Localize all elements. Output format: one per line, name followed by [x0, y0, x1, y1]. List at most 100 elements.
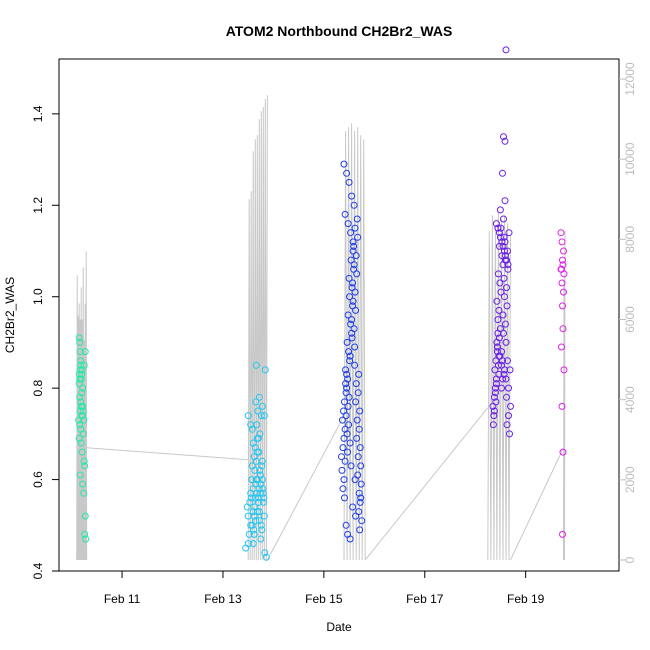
- data-point: [343, 338, 351, 346]
- data-point: [557, 229, 565, 237]
- data-point: [259, 489, 267, 497]
- data-point: [500, 215, 507, 223]
- data-point: [254, 434, 262, 442]
- data-point: [346, 293, 354, 301]
- right-tick-label: 0: [623, 556, 637, 563]
- data-point: [244, 412, 252, 420]
- data-point: [79, 430, 87, 438]
- y-tick-label: 1.2: [31, 197, 45, 214]
- data-point: [494, 316, 502, 324]
- points-layer: [75, 46, 568, 561]
- data-point: [80, 361, 88, 369]
- data-point: [76, 393, 84, 401]
- data-point: [357, 480, 365, 488]
- data-point: [258, 462, 266, 470]
- data-point: [350, 261, 358, 269]
- data-point: [260, 494, 268, 502]
- data-point: [256, 466, 264, 474]
- data-point: [559, 448, 567, 456]
- data-point: [257, 412, 265, 420]
- data-point: [560, 247, 567, 255]
- data-point: [354, 233, 362, 241]
- y-tick-label: 1.4: [31, 105, 45, 122]
- data-point: [246, 498, 254, 506]
- data-point: [356, 526, 364, 534]
- data-point: [341, 457, 349, 465]
- data-point: [490, 412, 498, 420]
- data-point: [255, 393, 263, 401]
- data-point: [345, 178, 353, 186]
- data-point: [250, 526, 258, 534]
- right-tick-label: 2000: [623, 466, 637, 493]
- data-point: [349, 503, 357, 511]
- data-point: [558, 402, 566, 410]
- data-point: [495, 306, 503, 314]
- data-point: [262, 553, 270, 561]
- data-point: [258, 402, 266, 410]
- data-point: [500, 329, 507, 337]
- secondary-line-segment-0: [76, 251, 88, 561]
- data-point: [352, 398, 360, 406]
- y-axis-label: CH2Br2_WAS: [3, 277, 17, 353]
- data-point: [341, 494, 348, 502]
- data-point: [350, 201, 358, 209]
- data-point: [343, 430, 351, 438]
- data-point: [344, 375, 352, 383]
- data-point: [79, 402, 87, 410]
- data-point: [500, 133, 507, 141]
- data-point: [348, 316, 356, 324]
- data-point: [504, 265, 512, 273]
- data-point: [259, 485, 267, 493]
- data-point: [77, 357, 85, 365]
- data-point: [497, 288, 505, 296]
- data-point: [350, 242, 358, 250]
- data-point: [349, 279, 357, 287]
- data-point: [494, 361, 502, 369]
- data-point: [350, 325, 358, 333]
- data-point: [259, 498, 267, 506]
- data-point: [502, 252, 509, 260]
- data-point: [256, 430, 264, 438]
- data-point: [560, 288, 567, 296]
- data-point: [356, 407, 364, 415]
- y-tick-label: 0.8: [31, 379, 45, 396]
- data-point: [251, 466, 259, 474]
- data-point: [344, 448, 352, 456]
- data-point: [504, 247, 511, 255]
- data-point: [79, 407, 87, 415]
- data-point: [81, 462, 89, 470]
- data-point: [351, 361, 359, 369]
- y-tick-label: 0.6: [31, 471, 45, 488]
- data-point: [355, 425, 363, 433]
- data-point: [495, 352, 503, 360]
- data-point: [352, 512, 360, 520]
- data-point: [348, 192, 356, 200]
- data-point: [81, 512, 89, 520]
- data-point: [80, 457, 88, 465]
- data-point: [77, 398, 85, 406]
- data-point: [499, 357, 506, 365]
- data-point: [341, 398, 348, 406]
- data-point: [254, 498, 262, 506]
- data-point: [557, 265, 565, 273]
- data-point: [255, 517, 263, 525]
- right-tick-label: 4000: [623, 386, 637, 413]
- data-point: [346, 439, 354, 447]
- data-point: [247, 494, 255, 502]
- data-point: [342, 366, 350, 374]
- data-point: [351, 288, 359, 296]
- data-point: [81, 348, 89, 356]
- data-point: [76, 338, 84, 346]
- data-point: [349, 297, 357, 305]
- data-point: [255, 508, 263, 516]
- data-point: [78, 366, 86, 374]
- data-point: [351, 224, 359, 232]
- data-point: [77, 439, 85, 447]
- data-point: [497, 224, 505, 232]
- data-point: [351, 343, 359, 351]
- data-point: [249, 439, 257, 447]
- data-point: [339, 416, 346, 424]
- data-point: [352, 306, 360, 314]
- y-tick-label: 1.0: [31, 288, 45, 305]
